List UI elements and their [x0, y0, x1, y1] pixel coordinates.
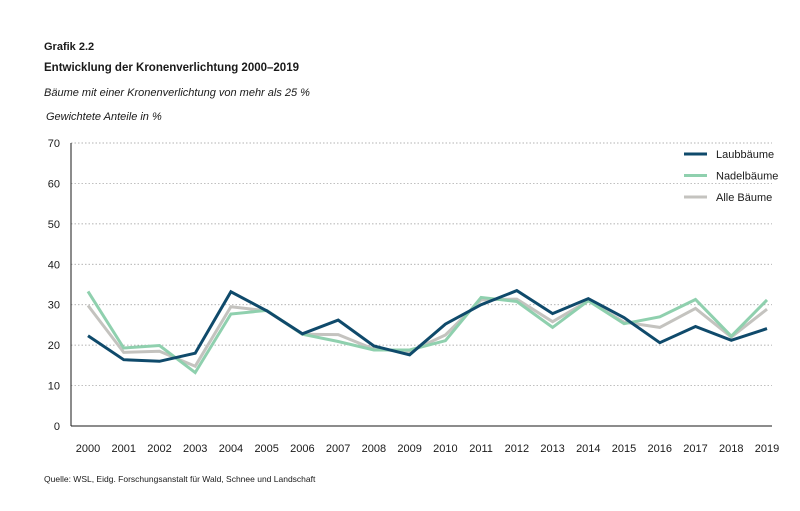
chart-label: Grafik 2.2: [44, 41, 95, 53]
x-tick-label: 2017: [683, 443, 707, 455]
x-tick-label: 2007: [326, 443, 350, 455]
y-tick-label: 0: [54, 421, 60, 433]
x-tick-label: 2006: [290, 443, 314, 455]
x-tick-label: 2004: [219, 443, 243, 455]
y-tick-label: 30: [48, 300, 60, 312]
gridlines: [71, 142, 772, 386]
x-tick-label: 2012: [505, 443, 529, 455]
y-tick-label: 40: [48, 259, 60, 271]
x-tick-label: 2005: [254, 443, 278, 455]
y-axis-unit-label: Gewichtete Anteile in %: [46, 111, 162, 123]
legend-label-2: Alle Bäume: [716, 192, 772, 204]
legend-label-0: Laubbäume: [716, 149, 774, 161]
y-tick-label: 70: [48, 138, 60, 150]
x-tick-label: 2016: [648, 443, 672, 455]
legend: Laubbäume Nadelbäume Alle Bäume: [684, 149, 778, 204]
x-tick-label: 2008: [362, 443, 386, 455]
x-tick-label: 2000: [76, 443, 100, 455]
y-tick-label: 50: [48, 219, 60, 231]
series-line-0: [87, 288, 768, 363]
x-tick-label: 2019: [755, 443, 779, 455]
chart-title: Entwicklung der Kronenverlichtung 2000–2…: [44, 62, 299, 74]
x-tick-label: 2011: [469, 443, 493, 455]
x-tick-label: 2014: [576, 443, 600, 455]
x-tick-label: 2001: [111, 443, 135, 455]
x-tick-label: 2018: [719, 443, 743, 455]
series-line-2: [86, 297, 768, 369]
source-note: Quelle: WSL, Eidg. Forschungsanstalt für…: [44, 474, 316, 484]
x-tick-label: 2010: [433, 443, 457, 455]
series-lines: [86, 288, 769, 375]
y-tick-label: 60: [48, 178, 60, 190]
legend-label-1: Nadelbäume: [716, 171, 778, 183]
x-tick-label: 2009: [397, 443, 421, 455]
axes: 0 10 20 30 40 50 60 70 2000 2001 2002 2003 2004 2005 2…: [48, 138, 779, 455]
x-tick-label: 2015: [612, 443, 636, 455]
y-tick-label: 20: [48, 340, 60, 352]
chart-subtitle: Bäume mit einer Kronenverlichtung von me…: [44, 87, 310, 99]
x-tick-label: 2003: [183, 443, 207, 455]
series-line-1: [86, 290, 769, 375]
x-tick-label: 2002: [147, 443, 171, 455]
x-tick-label: 2013: [540, 443, 564, 455]
y-tick-label: 10: [48, 381, 60, 393]
